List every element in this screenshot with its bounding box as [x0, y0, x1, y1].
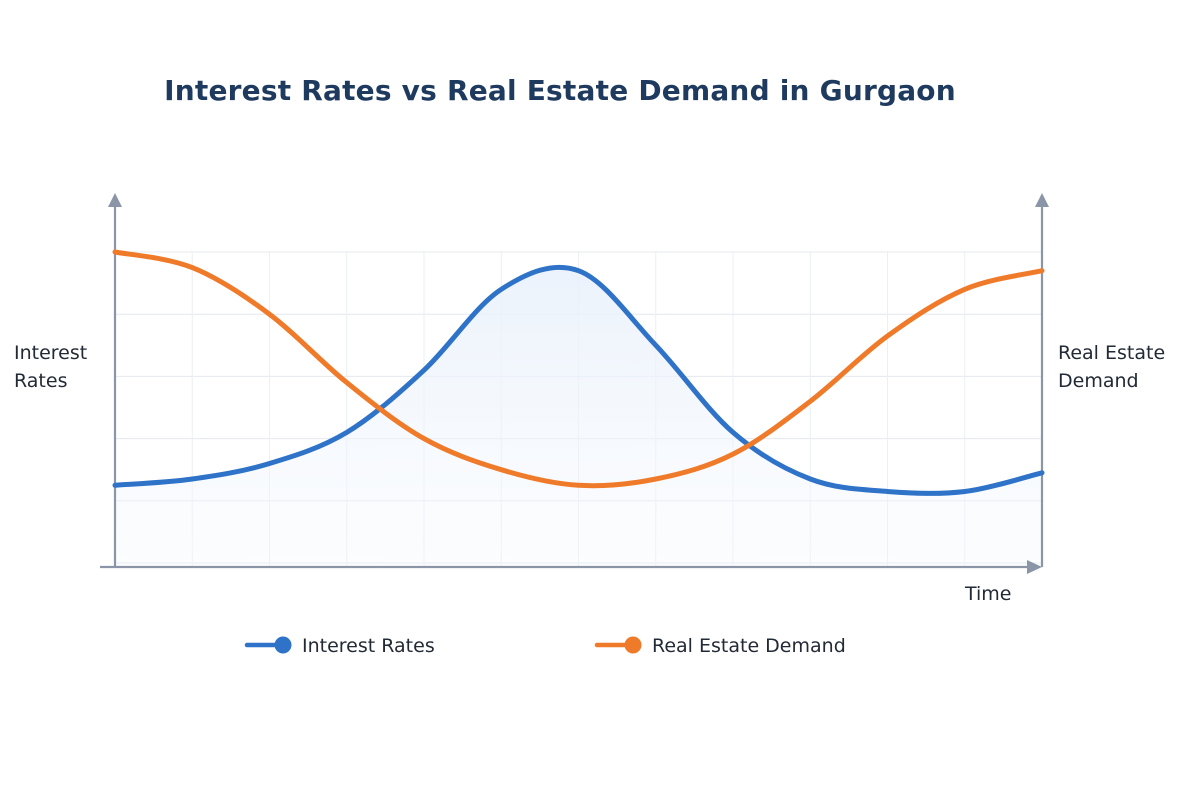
real-estate-demand-line	[112, 249, 1045, 489]
legend-item-real-estate-demand: Real Estate Demand	[594, 635, 846, 657]
x-axis-arrow	[1027, 560, 1042, 574]
legend-swatch-marker	[274, 636, 292, 654]
axes	[100, 193, 1049, 574]
x-axis-label: Time	[965, 583, 1012, 605]
legend-swatch-marker	[624, 636, 642, 654]
legend-item-interest-rates: Interest Rates	[244, 635, 435, 657]
legend-label: Real Estate Demand	[652, 635, 846, 657]
legend: Interest Rates Real Estate Demand	[244, 635, 846, 657]
y-axis-left-arrow	[108, 193, 122, 207]
chart-title: Interest Rates vs Real Estate Demand in …	[164, 74, 956, 107]
y-axis-right-arrow	[1035, 193, 1049, 207]
interest-rates-line	[112, 264, 1045, 496]
y-axis-right-label: Real Estate Demand	[1058, 342, 1166, 392]
y-axis-left-label: Interest Rates	[14, 342, 88, 392]
legend-label: Interest Rates	[302, 635, 435, 657]
interest-rates-area-fill	[115, 267, 1042, 567]
series-layer	[112, 249, 1045, 496]
